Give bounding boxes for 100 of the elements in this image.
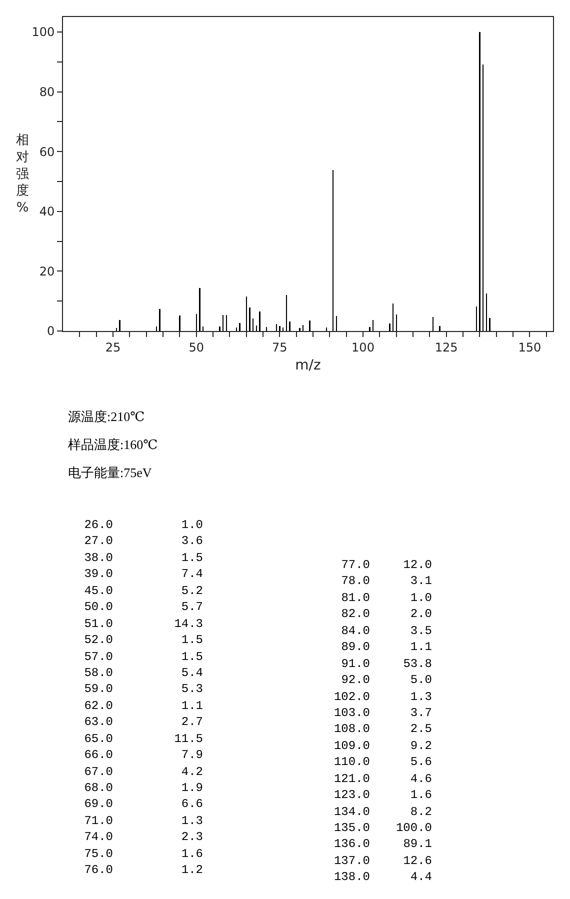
- category-label: 92.0: [341, 673, 370, 688]
- category-label: 52.0: [84, 633, 113, 648]
- text: 2.7: [181, 715, 203, 730]
- category-label: 66.0: [84, 748, 113, 762]
- category-label: 109.0: [334, 738, 370, 753]
- text: 7.9: [181, 748, 203, 762]
- category-label: 121.0: [334, 772, 370, 786]
- y-tick-label: 80: [39, 84, 55, 99]
- category-label: 59.0: [84, 682, 113, 696]
- text: 4.6: [410, 772, 432, 786]
- text: 1.1: [410, 640, 432, 654]
- y-tick-label: 0: [46, 324, 55, 338]
- text: 11.5: [174, 732, 203, 746]
- text: 样品温度:160℃: [68, 436, 158, 454]
- text: 7.4: [181, 567, 203, 582]
- category-label: 58.0: [84, 666, 113, 680]
- category-label: 81.0: [341, 590, 370, 605]
- category-label: 135.0: [334, 821, 370, 835]
- text: 5.3: [181, 682, 203, 696]
- category-label: 102.0: [334, 690, 370, 704]
- category-label: 65.0: [84, 732, 113, 746]
- category-label: 137.0: [334, 854, 370, 868]
- x-axis-title: m/z: [295, 358, 321, 374]
- text: 1.6: [181, 846, 203, 861]
- text: 电子能量:75eV: [68, 464, 153, 482]
- category-label: 108.0: [334, 722, 370, 736]
- text: 1.2: [181, 863, 203, 878]
- text: 12.0: [403, 558, 432, 572]
- text: 2.3: [181, 830, 203, 844]
- category-label: 71.0: [84, 814, 113, 828]
- category-label: 39.0: [84, 567, 113, 582]
- text: 1.3: [410, 690, 432, 704]
- x-tick-label: 75: [272, 340, 288, 354]
- category-label: 74.0: [84, 830, 113, 844]
- category-label: 77.0: [341, 558, 370, 572]
- category-label: 67.0: [84, 764, 113, 779]
- x-tick-label: 50: [188, 340, 204, 354]
- text: 1.3: [181, 814, 203, 828]
- category-label: 68.0: [84, 781, 113, 795]
- text: 1.5: [181, 650, 203, 664]
- category-label: 82.0: [341, 607, 370, 622]
- text: 1.5: [181, 550, 203, 565]
- category-label: 136.0: [334, 837, 370, 852]
- text: 1.1: [181, 698, 203, 713]
- text: 5.4: [181, 666, 203, 680]
- y-tick-label: 100: [32, 25, 55, 40]
- text: 5.7: [181, 600, 203, 614]
- category-label: 51.0: [84, 616, 113, 631]
- text: 2.0: [410, 607, 432, 622]
- text: 3.5: [410, 624, 432, 638]
- category-label: 110.0: [334, 755, 370, 770]
- y-axis-title: 相对强度%: [16, 133, 29, 216]
- x-tick-label: 100: [352, 340, 374, 354]
- category-label: 26.0: [84, 518, 113, 532]
- text: 1.9: [181, 781, 203, 795]
- text: 53.8: [403, 656, 432, 671]
- text: 2.5: [410, 722, 432, 736]
- text: 5.2: [181, 584, 203, 598]
- category-label: 89.0: [341, 640, 370, 654]
- x-tick-label: 25: [105, 340, 121, 354]
- category-label: 123.0: [334, 788, 370, 802]
- category-label: 138.0: [334, 870, 370, 884]
- category-label: 63.0: [84, 715, 113, 730]
- category-label: 50.0: [84, 600, 113, 614]
- category-label: 57.0: [84, 650, 113, 664]
- x-tick-label: 125: [434, 340, 458, 354]
- text: 4.4: [410, 870, 432, 884]
- category-label: 62.0: [84, 698, 113, 713]
- y-tick-label: 60: [39, 144, 55, 159]
- text: 89.1: [403, 837, 432, 852]
- category-label: 75.0: [84, 846, 113, 861]
- category-label: 45.0: [84, 584, 113, 598]
- category-label: 84.0: [341, 624, 370, 638]
- category-label: 78.0: [341, 574, 370, 588]
- category-label: 38.0: [84, 550, 113, 565]
- text: 5.6: [410, 755, 432, 770]
- category-label: 69.0: [84, 797, 113, 812]
- text: 3.6: [181, 534, 203, 548]
- category-label: 103.0: [334, 706, 370, 720]
- text: 1.0: [410, 590, 432, 605]
- y-tick-label: 20: [39, 264, 55, 278]
- x-tick-label: 150: [518, 340, 542, 354]
- text: 1.5: [181, 633, 203, 648]
- text: 12.6: [403, 854, 432, 868]
- y-tick-label: 40: [39, 204, 55, 219]
- category-label: 27.0: [84, 534, 113, 548]
- text: 3.7: [410, 706, 432, 720]
- category-label: 91.0: [341, 656, 370, 671]
- text: 8.2: [410, 804, 432, 819]
- text: 1.0: [181, 518, 203, 532]
- text: 9.2: [410, 738, 432, 753]
- text: 4.2: [181, 764, 203, 779]
- text: 5.0: [410, 673, 432, 688]
- text: 3.1: [410, 574, 432, 588]
- text: 100.0: [396, 821, 432, 835]
- text: 源温度:210℃: [68, 408, 146, 426]
- text: 1.6: [410, 788, 432, 802]
- text: 14.3: [174, 616, 203, 631]
- text: 6.6: [181, 797, 203, 812]
- category-label: 76.0: [84, 863, 113, 878]
